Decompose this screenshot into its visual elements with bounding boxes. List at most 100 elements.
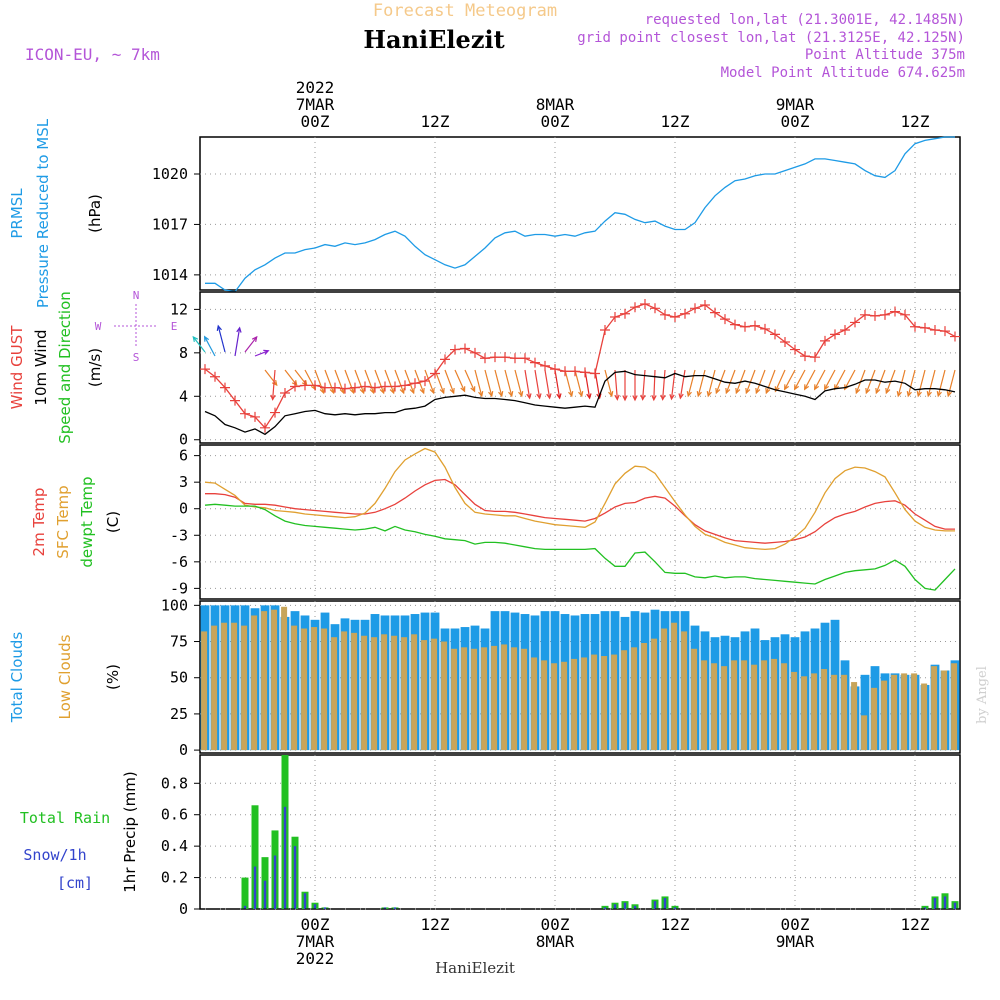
gust-marker (520, 353, 530, 364)
precip-legend-item: Snow/1h (23, 846, 86, 864)
gust-marker (200, 364, 210, 375)
low-cloud-bar (521, 648, 528, 751)
model-label: ICON-EU, ~ 7km (25, 45, 160, 64)
wind-arrow (653, 369, 656, 400)
gust-marker (450, 344, 460, 355)
time-label-top: 9MAR (776, 95, 815, 114)
wind-arrow (192, 336, 206, 353)
wind-arrow-head (678, 393, 684, 400)
low-cloud-bar (551, 663, 558, 751)
wind-arrow-head (586, 393, 592, 400)
wind-arrow (697, 369, 706, 397)
gust-marker (950, 331, 960, 342)
gust-marker (290, 381, 300, 392)
low-cloud-bar (901, 673, 908, 751)
wind-arrow (947, 369, 956, 397)
y-tick-label: 100 (161, 596, 188, 614)
y-tick-label: -3 (170, 526, 188, 544)
gust-marker (440, 354, 450, 365)
wind-arrow-head (686, 390, 692, 398)
gust-marker (690, 303, 700, 314)
wind-arrow-head (804, 384, 810, 391)
time-label-bottom: 12Z (901, 915, 930, 934)
low-cloud-bar (201, 631, 208, 751)
low-cloud-bar (861, 715, 868, 751)
y-axis-label: (hPa) (86, 194, 104, 233)
time-label-bottom: 7MAR (296, 932, 335, 951)
low-cloud-bar (721, 666, 728, 751)
wind-arrow-head (608, 390, 614, 398)
wind-arrow (444, 369, 455, 394)
wind-arrow (474, 369, 483, 397)
y-axis-label: 2m Temp (30, 488, 48, 557)
y-axis-label: Low Clouds (56, 634, 74, 719)
y-tick-label: 0 (179, 741, 188, 759)
time-label-top: 12Z (901, 112, 930, 131)
wind-arrow (794, 369, 806, 390)
low-cloud-bar (791, 671, 798, 751)
snow-bar (613, 904, 617, 909)
low-cloud-bar (591, 654, 598, 751)
low-cloud-bar (841, 674, 848, 751)
wind-arrow-head (488, 390, 494, 398)
low-cloud-bar (891, 674, 898, 751)
low-cloud-bar (941, 670, 948, 751)
wind-arrow-head (546, 393, 552, 400)
snow-bar (673, 907, 677, 909)
wind-arrow (264, 369, 278, 386)
wind-arrow (715, 369, 726, 394)
wind-arrow-head (725, 387, 731, 395)
gust-marker (780, 336, 790, 347)
gust-marker (380, 381, 390, 392)
time-label-top: 00Z (781, 112, 810, 131)
compass-rose: N S W E (95, 289, 178, 364)
gust-marker (510, 353, 520, 364)
wind-arrow-head (478, 390, 484, 398)
gust-marker (800, 351, 810, 362)
y-tick-label: 12 (170, 300, 188, 318)
compass-letter: W (95, 320, 102, 333)
low-cloud-bar (541, 660, 548, 751)
low-cloud-bar (851, 682, 858, 751)
precip-legend-item: [cm] (57, 874, 93, 892)
low-cloud-bar (931, 666, 938, 751)
wind-arrow-head (640, 394, 646, 401)
watermark: by Angel (975, 666, 990, 724)
time-label-bottom: 8MAR (536, 932, 575, 951)
wind-arrow (774, 369, 786, 392)
panel-pressure: 1014 1017 1020 PRMSL Pressure Reduced to MSL… (8, 118, 961, 308)
low-cloud-bar (621, 650, 628, 751)
wind-arrow-head (329, 387, 335, 395)
wind-arrow (254, 350, 269, 357)
wind-arrow-head (349, 387, 355, 395)
wind-arrow (344, 369, 355, 394)
low-cloud-bar (771, 658, 778, 751)
time-label-bottom: 2022 (296, 949, 335, 968)
wind-arrow-head (774, 386, 780, 393)
low-cloud-bar (251, 615, 258, 751)
panel-frame (199, 600, 961, 754)
wind-arrow (272, 369, 276, 400)
wind-arrow-head (192, 335, 199, 343)
y-tick-label: 1014 (152, 266, 188, 284)
wind-arrow-head (696, 390, 702, 398)
wind-arrow-head (906, 390, 912, 398)
low-cloud-bar (661, 628, 668, 751)
wind-arrow-head (369, 387, 375, 395)
gust-marker (230, 395, 240, 406)
gust-marker (590, 368, 600, 379)
low-cloud-bar (761, 660, 768, 751)
low-cloud-bar (231, 622, 238, 751)
wind-arrow-head (518, 390, 524, 398)
gust-marker (340, 383, 350, 394)
y-tick-label: 4 (179, 387, 188, 405)
panels: 1014 1017 1020 PRMSL Pressure Reduced to MSL… (8, 118, 961, 918)
low-cloud-bar (331, 637, 338, 751)
low-cloud-bar (921, 683, 928, 751)
wind-arrow (907, 369, 916, 397)
low-cloud-bar (711, 663, 718, 751)
low-cloud-bar (831, 674, 838, 751)
panel-clouds: 0 25 50 75 100 Total Clouds Low Clouds (%) (8, 596, 961, 759)
